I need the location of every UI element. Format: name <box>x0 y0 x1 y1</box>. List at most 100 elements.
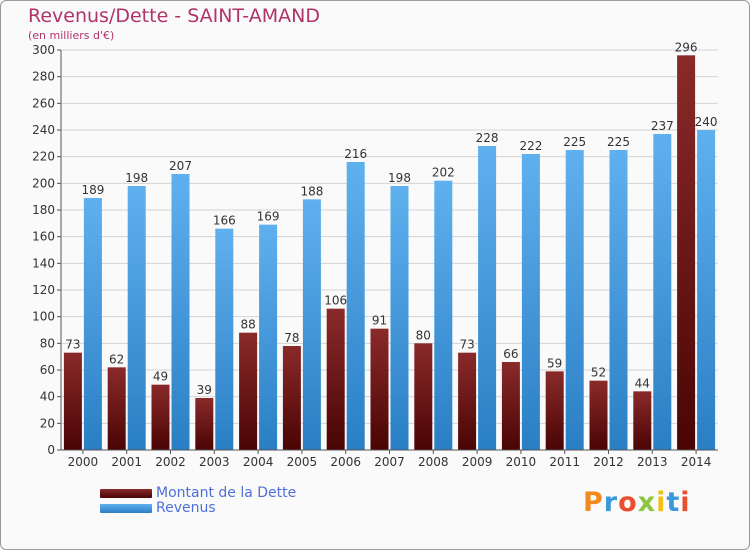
y-tick-label: 260 <box>32 96 55 110</box>
data-label-debt: 52 <box>591 366 606 380</box>
legend-label-revenue: Revenus <box>156 500 216 516</box>
data-label-debt: 73 <box>65 338 80 352</box>
data-label-debt: 91 <box>372 314 387 328</box>
x-tick-label: 2004 <box>243 455 274 469</box>
data-label-revenue: 198 <box>388 171 411 185</box>
data-label-debt: 66 <box>503 347 518 361</box>
data-label-debt: 49 <box>153 370 168 384</box>
bar-debt <box>545 371 564 450</box>
y-tick-label: 280 <box>32 70 55 84</box>
y-tick-label: 180 <box>32 203 55 217</box>
legend-swatch-revenue <box>100 504 152 513</box>
data-label-revenue: 228 <box>476 131 499 145</box>
data-label-revenue: 237 <box>651 119 674 133</box>
data-label-debt: 59 <box>547 356 562 370</box>
bar-revenue <box>346 162 365 450</box>
y-tick-label: 140 <box>32 256 55 270</box>
bar-debt <box>63 352 82 450</box>
x-tick-label: 2001 <box>111 455 142 469</box>
bar-revenue <box>521 154 540 450</box>
bar-debt <box>282 346 301 450</box>
y-tick-label: 120 <box>32 283 55 297</box>
x-tick-label: 2003 <box>199 455 230 469</box>
x-tick-label: 2009 <box>462 455 493 469</box>
data-label-debt: 88 <box>240 318 255 332</box>
x-tick-label: 2012 <box>593 455 624 469</box>
data-label-debt: 80 <box>416 328 431 342</box>
y-tick-label: 220 <box>32 150 55 164</box>
logo-letter: i <box>680 487 691 518</box>
bar-debt <box>414 343 433 450</box>
bar-debt <box>239 332 258 450</box>
bar-debt <box>589 380 608 450</box>
bars <box>63 55 716 450</box>
data-label-revenue: 188 <box>300 184 323 198</box>
data-label-revenue: 240 <box>695 115 718 129</box>
x-tick-label: 2010 <box>506 455 537 469</box>
x-tick-label: 2002 <box>155 455 186 469</box>
bar-revenue <box>653 134 672 450</box>
data-label-debt: 106 <box>324 294 347 308</box>
legend-label-debt: Montant de la Dette <box>156 485 297 501</box>
data-label-debt: 73 <box>459 338 474 352</box>
bar-revenue <box>127 186 146 450</box>
logo-letter: t <box>666 487 681 518</box>
legend-swatch-debt <box>100 489 152 498</box>
y-tick-label: 200 <box>32 176 55 190</box>
data-label-revenue: 222 <box>519 139 542 153</box>
x-tick-label: 2014 <box>681 455 712 469</box>
data-label-revenue: 202 <box>432 166 455 180</box>
data-label-debt: 44 <box>635 376 650 390</box>
bar-revenue <box>215 228 234 450</box>
bar-revenue <box>697 130 716 450</box>
bar-revenue <box>565 150 584 450</box>
data-label-revenue: 225 <box>563 135 586 149</box>
data-label-revenue: 216 <box>344 147 367 161</box>
proxiti-logo: Proxiti <box>583 487 691 518</box>
bar-debt <box>501 362 520 450</box>
x-tick-label: 2005 <box>287 455 318 469</box>
y-tick-label: 100 <box>32 310 55 324</box>
bar-debt <box>370 328 389 450</box>
bar-revenue <box>171 174 190 450</box>
data-label-revenue: 207 <box>169 159 192 173</box>
bar-debt <box>195 398 214 450</box>
data-label-debt: 78 <box>284 331 299 345</box>
x-tick-label: 2006 <box>330 455 361 469</box>
bar-debt <box>151 384 170 450</box>
data-labels: 73 189 62 198 49 207 39 166 88 169 78 188 106 216 91 19… <box>65 40 717 397</box>
x-tick-label: 2007 <box>374 455 405 469</box>
logo-letter: r <box>603 487 619 518</box>
logo-letter: x <box>637 487 657 518</box>
logo-letter: o <box>618 487 638 518</box>
bar-debt <box>677 55 696 450</box>
bar-debt <box>458 352 477 450</box>
data-label-debt: 296 <box>675 40 698 54</box>
y-tick-label: 60 <box>40 363 55 377</box>
y-tick-label: 20 <box>40 416 55 430</box>
bar-revenue <box>302 199 321 450</box>
data-label-revenue: 189 <box>81 183 104 197</box>
y-axis-ticks: 0 20 40 60 80 100 120 140 160 180 200 220 240 260 280 3… <box>32 43 61 457</box>
data-label-revenue: 169 <box>257 210 280 224</box>
x-axis-ticks: 2000 2001 2002 2003 2004 2005 2006 2007 2008 2009… <box>68 450 712 469</box>
bar-revenue <box>478 146 497 450</box>
x-tick-label: 2000 <box>68 455 99 469</box>
x-tick-label: 2011 <box>549 455 580 469</box>
bar-debt <box>107 367 126 450</box>
x-tick-label: 2008 <box>418 455 449 469</box>
y-tick-label: 40 <box>40 390 55 404</box>
data-label-revenue: 198 <box>125 171 148 185</box>
data-label-debt: 39 <box>197 383 212 397</box>
bar-revenue <box>390 186 409 450</box>
chart-title: Revenus/Dette - SAINT-AMAND <box>28 5 320 27</box>
bar-revenue <box>434 180 453 450</box>
data-label-revenue: 225 <box>607 135 630 149</box>
x-tick-label: 2013 <box>637 455 668 469</box>
y-tick-label: 0 <box>47 443 55 457</box>
y-tick-label: 300 <box>32 43 55 57</box>
y-tick-label: 80 <box>40 336 55 350</box>
grid-lines <box>61 49 718 451</box>
bar-revenue <box>609 150 628 450</box>
